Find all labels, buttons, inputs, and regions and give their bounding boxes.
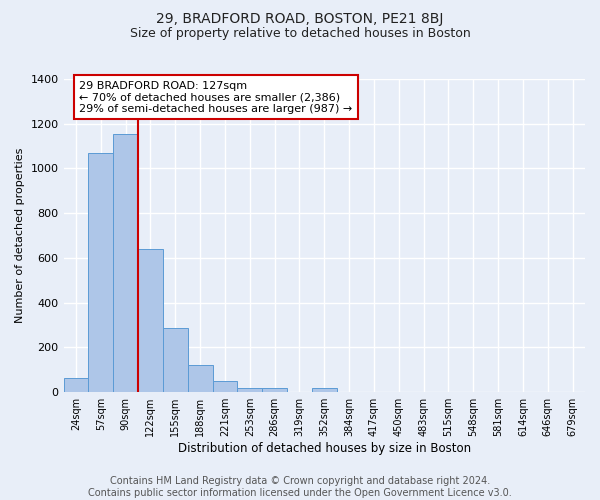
Bar [312,388,337,392]
Text: Contains HM Land Registry data © Crown copyright and database right 2024.
Contai: Contains HM Land Registry data © Crown c… [88,476,512,498]
Bar [163,328,188,392]
Y-axis label: Number of detached properties: Number of detached properties [15,148,25,324]
Text: Size of property relative to detached houses in Boston: Size of property relative to detached ho… [130,28,470,40]
Text: 29 BRADFORD ROAD: 127sqm
← 70% of detached houses are smaller (2,386)
29% of sem: 29 BRADFORD ROAD: 127sqm ← 70% of detach… [79,80,352,114]
Bar [138,249,163,392]
Bar [88,153,113,392]
Text: 29, BRADFORD ROAD, BOSTON, PE21 8BJ: 29, BRADFORD ROAD, BOSTON, PE21 8BJ [157,12,443,26]
Bar [262,388,287,392]
Bar [212,382,238,392]
Bar [188,366,212,392]
Bar [113,134,138,392]
X-axis label: Distribution of detached houses by size in Boston: Distribution of detached houses by size … [178,442,471,455]
Bar [238,388,262,392]
Bar [64,378,88,392]
